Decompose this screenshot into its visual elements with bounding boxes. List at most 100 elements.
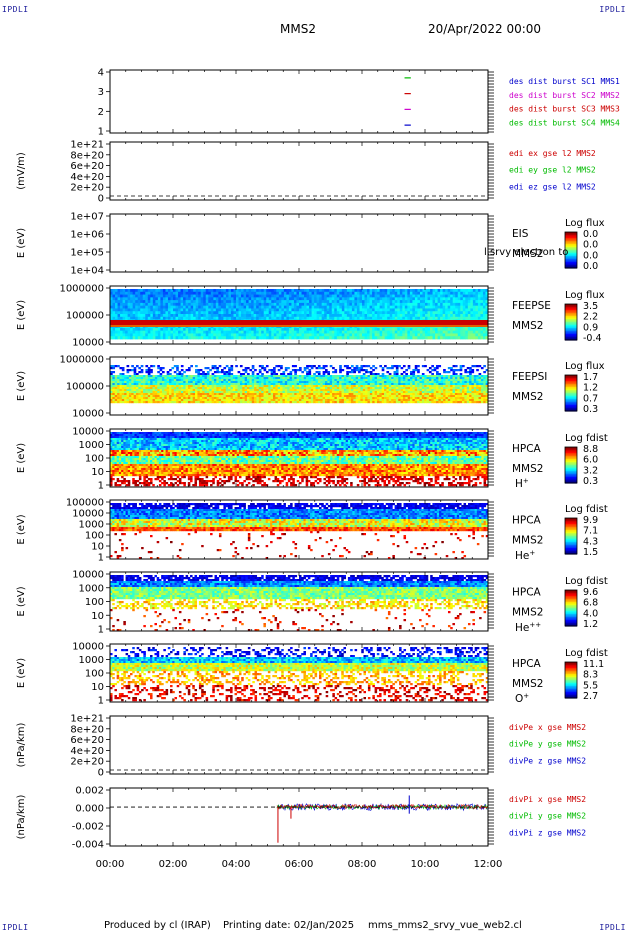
- heatmap-cell: [265, 397, 269, 400]
- heatmap-cell: [359, 305, 363, 309]
- heatmap-cell: [165, 311, 169, 315]
- heatmap-cell: [282, 389, 286, 392]
- heatmap-cell: [261, 395, 264, 398]
- heatmap-cell: [233, 291, 237, 295]
- heatmap-cell: [344, 336, 348, 340]
- heatmap-cell: [119, 387, 123, 390]
- heatmap-cell: [185, 316, 189, 320]
- heatmap-cell: [470, 302, 474, 307]
- heatmap-cell: [110, 379, 113, 382]
- heatmap-cell: [485, 327, 489, 332]
- heatmap-cell: [353, 377, 356, 380]
- heatmap-cell: [445, 300, 449, 304]
- heatmap-cell: [291, 383, 295, 386]
- heatmap-cell: [362, 302, 365, 307]
- heatmap-cell: [162, 300, 166, 304]
- heatmap-cell: [183, 311, 186, 315]
- heatmap-cell: [258, 379, 262, 382]
- heatmap-cell: [152, 336, 156, 340]
- heatmap-cell: [452, 300, 456, 304]
- heatmap-cell: [281, 333, 285, 337]
- heatmap-cell: [161, 389, 165, 392]
- heatmap-cell: [190, 399, 193, 402]
- heatmap-cell: [286, 311, 290, 315]
- heatmap-cell: [379, 314, 383, 318]
- heatmap-cell: [162, 316, 166, 320]
- heatmap-cell: [233, 333, 237, 337]
- heatmap-cell: [364, 308, 368, 312]
- heatmap-cell: [190, 391, 193, 394]
- heatmap-cell: [132, 336, 136, 340]
- heatmap-cell: [152, 395, 156, 398]
- heatmap-cell: [152, 389, 156, 392]
- heatmap-cell: [308, 365, 312, 368]
- heatmap-cell: [379, 308, 383, 312]
- heatmap-cell: [211, 365, 215, 368]
- heatmap-cell: [213, 300, 217, 304]
- heatmap-cell: [475, 291, 479, 295]
- heatmap-cell: [166, 387, 170, 390]
- heatmap-cell: [223, 308, 227, 312]
- heatmap-cell: [311, 305, 315, 309]
- heatmap-cell: [228, 401, 231, 404]
- heatmap-cell: [343, 389, 347, 392]
- heatmap-cell: [135, 294, 139, 298]
- heatmap-cell: [197, 375, 201, 378]
- heatmap-cell: [299, 327, 302, 332]
- heatmap-cell: [353, 371, 356, 374]
- heatmap-cell: [243, 327, 247, 332]
- heatmap-cell: [306, 336, 310, 340]
- heatmap-cell: [350, 371, 354, 374]
- heatmap-cell: [131, 387, 134, 390]
- heatmap-cell: [376, 375, 380, 378]
- heatmap-cell: [369, 333, 373, 337]
- heatmap-cell: [339, 397, 342, 400]
- heatmap-cell: [178, 336, 181, 340]
- heatmap-cell: [304, 305, 307, 309]
- heatmap-cell: [121, 379, 125, 382]
- heatmap-cell: [339, 401, 342, 404]
- heatmap-cell: [374, 391, 378, 394]
- heatmap-cell: [204, 399, 208, 402]
- heatmap-cell: [263, 395, 267, 398]
- heatmap-cell: [268, 369, 271, 372]
- heatmap-cell: [238, 291, 242, 295]
- heatmap-cell: [199, 369, 203, 372]
- heatmap-cell: [159, 399, 163, 402]
- heatmap-cell: [291, 330, 295, 334]
- heatmap-cell: [336, 302, 340, 307]
- heatmap-cell: [202, 381, 205, 384]
- heatmap-cell: [162, 294, 166, 298]
- heatmap-cell: [147, 369, 151, 372]
- heatmap-cell: [221, 369, 224, 372]
- heatmap-cell: [326, 314, 330, 318]
- heatmap-cell: [365, 385, 368, 388]
- heatmap-cell: [288, 300, 292, 304]
- heatmap-cell: [485, 314, 489, 318]
- heatmap-cell: [270, 375, 274, 378]
- heatmap-cell: [343, 399, 347, 402]
- panel-edi-y-tick-label: 8e+20: [70, 150, 104, 161]
- heatmap-cell: [213, 297, 217, 301]
- heatmap-cell: [362, 373, 366, 376]
- colorbar-swatch: [565, 238, 577, 241]
- heatmap-cell: [399, 333, 403, 337]
- heatmap-cell: [372, 305, 375, 309]
- heatmap-cell: [294, 373, 297, 376]
- heatmap-cell: [206, 389, 210, 392]
- heatmap-cell: [303, 399, 307, 402]
- heatmap-cell: [447, 316, 451, 320]
- heatmap-cell: [233, 294, 237, 298]
- heatmap-cell: [379, 383, 382, 386]
- heatmap-cell: [365, 369, 368, 372]
- corner-label-top-right: IPDLI: [599, 5, 626, 14]
- heatmap-cell: [430, 302, 433, 307]
- heatmap-cell: [247, 401, 250, 404]
- heatmap-cell: [379, 311, 383, 315]
- heatmap-cell: [192, 393, 196, 396]
- heatmap-cell: [157, 395, 160, 398]
- heatmap-cell: [220, 305, 224, 309]
- heatmap-cell: [230, 379, 234, 382]
- heatmap-cell: [331, 300, 335, 304]
- heatmap-cell: [176, 377, 179, 380]
